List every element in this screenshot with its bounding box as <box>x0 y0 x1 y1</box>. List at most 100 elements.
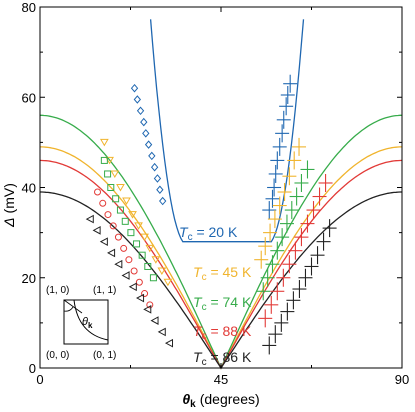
series-label-1-subscript: c <box>202 272 207 283</box>
series-0-point-9 <box>156 185 164 195</box>
series-0-cross-8 <box>279 97 294 116</box>
series-0-point-1 <box>133 95 141 104</box>
series-0-point-7 <box>150 162 159 172</box>
series-3-cross-0 <box>258 309 273 328</box>
series-4-cross-10 <box>322 219 337 238</box>
series-4-cross-8 <box>310 246 325 265</box>
series-3-point-10 <box>146 301 154 309</box>
series-4-cross-0 <box>262 336 277 355</box>
series-label-1: Tc = 45 K <box>193 264 252 283</box>
series-3-point-7 <box>130 267 138 275</box>
series-4-point-0 <box>85 214 94 224</box>
inset-angle-symbol: θ <box>82 316 88 328</box>
series-labels: Tc = 20 KTc = 45 KTc = 74 KTc = 88 KTc =… <box>179 224 252 368</box>
series-4-cross-2 <box>274 313 289 332</box>
series-2-cross-2 <box>265 255 280 274</box>
series-3-cross-8 <box>306 201 321 220</box>
series-2-cross-4 <box>275 228 290 247</box>
series-2-cross-7 <box>289 187 304 206</box>
series-2-cross-1 <box>260 268 275 287</box>
fit-curve-0 <box>149 19 305 243</box>
series-2-point-5 <box>121 217 129 225</box>
series-0-point-2 <box>136 106 145 116</box>
series-1-cross-5 <box>277 183 292 202</box>
series-4-point-5 <box>121 271 130 280</box>
axis-ticks: 0 20 40 60 80 0 45 90 <box>22 0 410 387</box>
series-4-point-8 <box>143 304 152 314</box>
series-2-cross-6 <box>284 201 299 220</box>
series-label-1-symbol: T <box>193 264 203 280</box>
series-3-point-4 <box>114 233 122 241</box>
series-3-point-6 <box>125 256 133 264</box>
series-label-0-symbol: T <box>179 224 189 240</box>
series-3-cross-9 <box>312 187 327 206</box>
series-label-2-subscript: c <box>202 302 207 313</box>
series-4-point-7 <box>136 293 145 303</box>
series-label-4-symbol: T <box>193 349 203 365</box>
inset-angle-label: θk <box>82 316 93 330</box>
series-4-cross-6 <box>298 268 313 287</box>
series-1-point-8 <box>145 244 155 253</box>
y-tick-label-4: 80 <box>22 0 36 15</box>
series-1-point-4 <box>122 197 131 206</box>
series-label-2: Tc = 74 K <box>193 294 252 313</box>
series-label-2-symbol: T <box>193 294 203 310</box>
series-2-cross-3 <box>270 241 285 260</box>
series-1-point-6 <box>134 222 143 230</box>
series-label-4-value: = 86 K <box>207 349 252 365</box>
series-1-point-7 <box>140 233 149 242</box>
series-0-point-8 <box>153 174 162 183</box>
series-label-3-value: = 88 K <box>207 323 252 339</box>
y-tick-label-0: 0 <box>29 361 36 376</box>
series-2-point-3 <box>112 195 120 203</box>
series-1-cross-2 <box>263 223 278 242</box>
series-2-point-9 <box>144 262 152 270</box>
series-label-3-subscript: c <box>202 331 207 342</box>
series-4-point-1 <box>92 226 101 235</box>
series-0-point-4 <box>142 129 150 138</box>
inset-label-0-1: (0, 1) <box>93 350 116 361</box>
series-1-point-9 <box>151 256 161 264</box>
x-tick-label-0: 0 <box>36 372 43 387</box>
series-label-0-value: = 20 K <box>193 224 238 240</box>
series-0-cross-10 <box>283 74 298 93</box>
series-label-0-subscript: c <box>188 232 193 243</box>
series-3-cross-5 <box>288 241 303 260</box>
series-2-point-6 <box>127 229 135 237</box>
series-label-4-subscript: c <box>202 357 207 368</box>
series-2-point-2 <box>107 184 115 191</box>
series-1-point-11 <box>163 278 173 287</box>
y-tick-label-3: 60 <box>22 90 36 105</box>
series-0-cross-2 <box>267 178 282 197</box>
series-0-point-5 <box>144 140 153 149</box>
y-axis-label: Δ (mV) <box>1 183 17 228</box>
x-axis-unit: (degrees) <box>200 391 260 407</box>
series-1-point-0 <box>99 138 109 147</box>
series-3-cross-3 <box>276 268 291 287</box>
series-0-cross-7 <box>276 110 291 129</box>
series-2-point-1 <box>104 170 112 178</box>
series-label-2-value: = 74 K <box>207 294 252 310</box>
data-markers <box>85 74 337 355</box>
series-0-point-0 <box>130 83 139 93</box>
series-1-cross-4 <box>272 196 287 215</box>
series-4-cross-5 <box>292 280 307 299</box>
series-2-point-4 <box>116 206 124 214</box>
series-2-point-8 <box>138 251 146 259</box>
series-1-point-10 <box>157 267 167 275</box>
series-label-1-value: = 45 K <box>207 264 252 280</box>
y-axis-unit: (mV) <box>1 183 17 213</box>
inset-label-0-0: (0, 0) <box>46 350 69 361</box>
series-0-cross-1 <box>265 189 280 208</box>
series-0-cross-6 <box>275 124 290 143</box>
series-label-0: Tc = 20 K <box>179 224 238 243</box>
series-2-cross-9 <box>300 160 315 179</box>
series-3-cross-7 <box>300 214 315 233</box>
series-2-point-7 <box>133 240 141 248</box>
x-tick-label-2: 90 <box>395 372 409 387</box>
series-4-point-4 <box>114 259 123 269</box>
series-1-point-5 <box>128 211 137 219</box>
series-3-point-2 <box>104 211 112 219</box>
series-4-point-2 <box>99 237 108 246</box>
series-4-point-11 <box>164 338 174 348</box>
